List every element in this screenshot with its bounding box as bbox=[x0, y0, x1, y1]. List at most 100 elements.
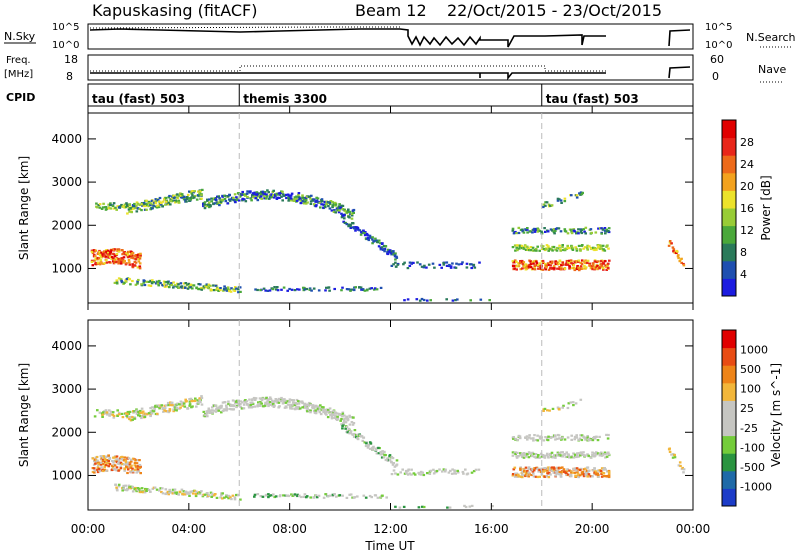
range-gate-cell bbox=[513, 261, 517, 264]
range-gate-cell bbox=[168, 283, 172, 286]
range-gate-cell bbox=[367, 238, 371, 242]
range-gate-cell bbox=[273, 404, 276, 407]
range-gate-cell bbox=[606, 244, 609, 247]
range-gate-cell bbox=[263, 404, 267, 407]
range-gate-cell bbox=[217, 409, 221, 412]
range-gate-cell bbox=[133, 488, 136, 491]
range-gate-cell bbox=[186, 407, 190, 410]
range-gate-cell bbox=[309, 403, 312, 406]
range-gate-cell bbox=[263, 197, 266, 200]
range-gate-cell bbox=[250, 199, 253, 202]
range-gate-cell bbox=[241, 190, 244, 194]
range-gate-cell bbox=[161, 492, 165, 495]
range-gate-cell bbox=[372, 445, 375, 448]
range-gate-cell bbox=[560, 268, 563, 271]
range-gate-cell bbox=[283, 406, 287, 409]
range-gate-cell bbox=[578, 437, 582, 440]
range-gate-cell bbox=[293, 403, 297, 406]
range-gate-cell bbox=[154, 198, 158, 201]
range-gate-cell bbox=[244, 194, 247, 197]
range-gate-cell bbox=[540, 437, 543, 440]
range-gate-cell bbox=[214, 404, 217, 407]
range-gate-cell bbox=[133, 254, 136, 257]
range-gate-cell bbox=[132, 470, 135, 473]
range-gate-cell bbox=[600, 247, 603, 250]
range-gate-cell bbox=[429, 299, 432, 302]
range-gate-cell bbox=[375, 288, 379, 291]
range-gate-cell bbox=[175, 200, 178, 203]
range-gate-cell bbox=[167, 404, 170, 407]
range-gate-cell bbox=[524, 466, 528, 469]
range-gate-cell bbox=[219, 496, 222, 499]
range-gate-cell bbox=[279, 191, 282, 195]
range-gate-cell bbox=[347, 223, 351, 226]
range-gate-cell bbox=[188, 404, 191, 407]
range-gate-cell bbox=[371, 242, 374, 245]
range-gate-cell bbox=[301, 199, 304, 202]
range-gate-cell bbox=[179, 196, 183, 199]
range-gate-cell bbox=[393, 254, 397, 257]
colorbar-tick-label: 16 bbox=[740, 202, 754, 215]
range-gate-cell bbox=[146, 488, 149, 491]
range-gate-cell bbox=[515, 244, 519, 247]
range-gate-cell bbox=[142, 204, 146, 208]
range-gate-cell bbox=[543, 407, 547, 410]
range-gate-cell bbox=[206, 198, 209, 201]
range-gate-cell bbox=[542, 439, 546, 442]
range-gate-cell bbox=[108, 409, 111, 412]
range-gate-cell bbox=[553, 454, 556, 457]
range-gate-cell bbox=[95, 455, 99, 459]
range-gate-cell bbox=[138, 262, 142, 265]
range-gate-cell bbox=[232, 405, 235, 408]
range-gate-cell bbox=[114, 456, 117, 459]
range-gate-cell bbox=[591, 264, 595, 267]
range-gate-cell bbox=[575, 194, 579, 197]
range-gate-cell bbox=[119, 278, 123, 281]
range-gate-cell bbox=[574, 246, 577, 249]
range-gate-cell bbox=[171, 196, 174, 200]
range-gate-cell bbox=[107, 207, 111, 210]
range-gate-cell bbox=[95, 205, 98, 208]
range-gate-cell bbox=[296, 493, 299, 496]
range-gate-cell bbox=[680, 257, 683, 260]
range-gate-cell bbox=[261, 397, 265, 400]
range-gate-cell bbox=[238, 195, 242, 198]
range-gate-cell bbox=[389, 251, 393, 254]
range-gate-cell bbox=[227, 400, 230, 403]
range-gate-cell bbox=[544, 201, 547, 204]
range-gate-cell bbox=[149, 203, 152, 207]
nsky-left-tick-top: 10^5 bbox=[52, 22, 79, 33]
range-gate-cell bbox=[406, 298, 410, 301]
range-gate-cell bbox=[421, 505, 424, 508]
range-gate-cell bbox=[579, 434, 582, 437]
range-gate-cell bbox=[332, 410, 335, 413]
range-gate-cell bbox=[549, 264, 552, 267]
range-gate-cell bbox=[521, 228, 524, 231]
range-gate-cell bbox=[328, 202, 332, 206]
range-gate-cell bbox=[199, 190, 202, 193]
range-gate-cell bbox=[322, 496, 326, 499]
range-gate-cell bbox=[570, 228, 573, 231]
range-gate-cell bbox=[546, 452, 549, 455]
range-gate-cell bbox=[195, 286, 198, 289]
range-gate-cell bbox=[117, 206, 121, 209]
range-gate-cell bbox=[325, 200, 329, 203]
range-gate-cell bbox=[295, 199, 299, 202]
range-gate-cell bbox=[523, 469, 526, 472]
range-gate-cell bbox=[307, 404, 311, 407]
range-gate-cell bbox=[103, 254, 106, 257]
range-gate-cell bbox=[310, 289, 313, 292]
range-gate-cell bbox=[426, 299, 429, 302]
range-gate-cell bbox=[231, 408, 235, 411]
range-gate-cell bbox=[331, 201, 334, 204]
range-gate-cell bbox=[511, 229, 515, 232]
range-gate-cell bbox=[117, 411, 121, 414]
range-gate-cell bbox=[405, 472, 408, 475]
range-gate-cell bbox=[521, 230, 524, 233]
range-gate-cell bbox=[224, 200, 228, 203]
range-gate-cell bbox=[331, 494, 335, 498]
range-gate-cell bbox=[191, 490, 195, 493]
range-gate-cell bbox=[422, 473, 426, 477]
range-gate-cell bbox=[533, 227, 536, 230]
xaxis-label: Time UT bbox=[364, 539, 415, 553]
